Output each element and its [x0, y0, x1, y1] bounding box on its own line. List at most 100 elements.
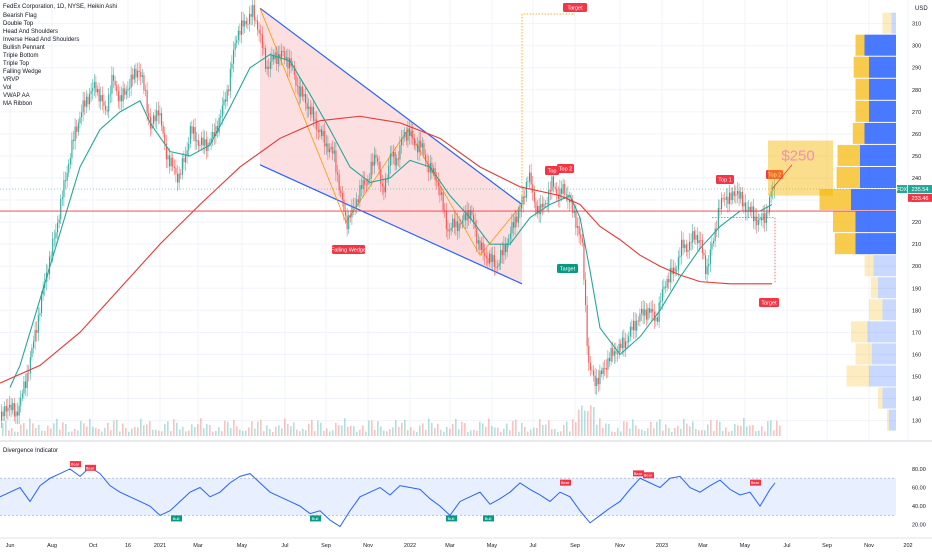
candle-body — [413, 138, 415, 146]
indicator-vwap-aa[interactable]: VWAP AA — [3, 93, 30, 99]
candle-body — [511, 222, 513, 234]
candle-body — [577, 225, 579, 228]
candle-body — [201, 137, 203, 145]
candle-body — [197, 140, 199, 146]
volume-bar — [425, 429, 427, 436]
candle-body — [263, 47, 265, 49]
candle-body — [447, 229, 449, 232]
time-axis[interactable]: Jun Aug Oct 16 2021 Mar May Jul Sep Nov 2022 Mar May… — [6, 543, 913, 549]
candle-body — [330, 147, 332, 149]
volume-bar — [464, 423, 466, 436]
volume-bar — [434, 427, 436, 436]
candle-body — [593, 370, 595, 376]
vrvp-buy-bar — [870, 277, 878, 299]
indicator-triple-bottom[interactable]: Triple Bottom — [3, 53, 38, 59]
indicator-inverse-head-shoulders[interactable]: Inverse Head And Shoulders — [3, 37, 79, 43]
candle-body — [370, 161, 372, 179]
candle-body — [677, 257, 679, 270]
volume-bar — [698, 430, 700, 436]
bear-tag: Bear — [644, 473, 653, 478]
volume-bar — [158, 430, 160, 436]
candle-body — [316, 119, 318, 131]
vrvp-sell-bar — [860, 166, 896, 189]
candle-body — [77, 123, 79, 132]
target-mid-label: Target — [560, 267, 576, 273]
indicator-head-shoulders[interactable]: Head And Shoulders — [3, 29, 58, 35]
volume-bar — [20, 424, 22, 436]
candle-body — [2, 411, 4, 417]
volume-bar — [602, 427, 604, 436]
volume-bar — [215, 430, 217, 436]
ma-slow-line — [0, 115, 772, 384]
candle-body — [586, 304, 588, 346]
volume-bar — [413, 430, 415, 436]
volume-bar — [152, 429, 154, 436]
volume-bar — [572, 419, 574, 436]
currency-label: USD — [915, 6, 928, 12]
candle-body — [113, 74, 115, 81]
indicator-falling-wedge[interactable]: Falling Wedge — [3, 69, 42, 75]
volume-bar — [470, 430, 472, 436]
candle-body — [492, 255, 494, 263]
bear-tag: Bear — [634, 471, 643, 476]
candle-body — [773, 187, 775, 190]
volume-bar — [524, 426, 526, 436]
candle-body — [212, 131, 214, 139]
y-tick-label: 160 — [912, 352, 921, 358]
candle-body — [335, 150, 337, 173]
candle-body — [220, 116, 222, 118]
volume-bar — [521, 422, 523, 436]
volume-bar — [527, 431, 529, 436]
candle-body — [665, 286, 667, 288]
volume-bar — [758, 430, 760, 436]
indicator-bearish-flag[interactable]: Bearish Flag — [3, 13, 37, 19]
x-tick-label: 2021 — [154, 543, 166, 549]
candle-body — [314, 119, 316, 121]
candle-body — [580, 234, 582, 239]
volume-bar — [50, 428, 52, 436]
volume-bar — [407, 429, 409, 436]
candle-body — [394, 152, 396, 166]
volume-bar — [23, 422, 25, 436]
volume-bar — [749, 425, 751, 436]
target-top-label-bg — [563, 3, 587, 12]
vrvp-sell-bar — [878, 277, 896, 299]
volume-bar — [263, 431, 265, 436]
indicator-vol[interactable]: Vol — [3, 85, 11, 91]
indicator-double-top[interactable]: Double Top — [3, 21, 34, 27]
candle-body — [396, 158, 398, 166]
volume-bar — [146, 424, 148, 436]
indicator-triple-top[interactable]: Triple Top — [3, 61, 30, 67]
candle-body — [228, 89, 230, 92]
indicator-vrvp[interactable]: VRVP — [3, 77, 19, 83]
price-axis[interactable]: USD 130140150160170180190200210220230240… — [912, 6, 928, 425]
indicator-bullish-pennant[interactable]: Bullish Pennant — [3, 45, 45, 51]
vrvp-buy-bar — [836, 166, 860, 189]
candle-body — [380, 169, 382, 184]
candle-body — [255, 20, 257, 22]
volume-bar — [323, 430, 325, 436]
indicator-ma-ribbon[interactable]: MA Ribbon — [3, 101, 32, 107]
candle-body — [407, 128, 409, 141]
rsi-tick-label: 80.00 — [912, 467, 926, 473]
candle-body — [300, 86, 302, 97]
candle-body — [714, 228, 716, 242]
volume-bar — [437, 423, 439, 436]
x-tick-label: May — [237, 543, 248, 549]
x-tick-label: Mar — [193, 543, 203, 549]
candle-body — [657, 317, 659, 322]
volume-bar — [143, 425, 145, 436]
candle-body — [693, 231, 695, 240]
candle-body — [106, 109, 108, 112]
candle-body — [415, 144, 417, 146]
candle-body — [585, 279, 587, 305]
callout-arrow — [771, 164, 793, 190]
candle-body — [244, 20, 246, 27]
candle-body — [684, 244, 686, 248]
candle-body — [308, 106, 310, 110]
candle-body — [148, 112, 150, 117]
candle-body — [49, 256, 51, 275]
candle-body — [249, 13, 251, 24]
candle-body — [751, 206, 753, 213]
